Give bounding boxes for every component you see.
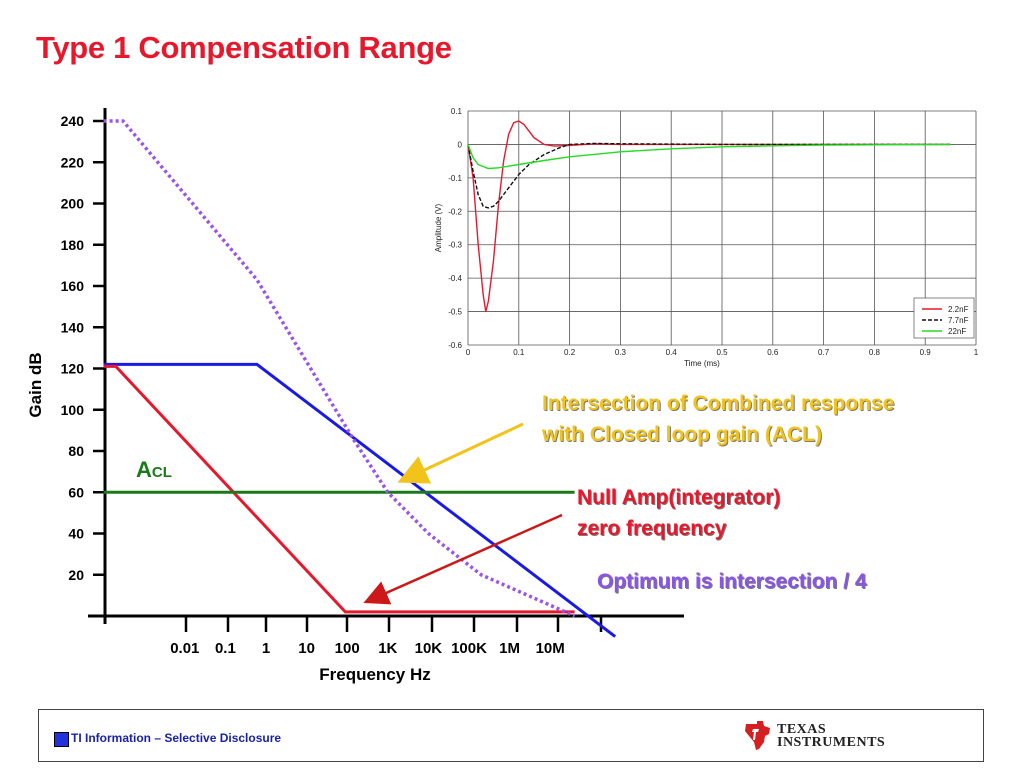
x-tick-label: 100K (451, 640, 487, 657)
slide-title: Type 1 Compensation Range (36, 30, 452, 65)
y-tick-label: 220 (61, 154, 85, 170)
intersection-arrow (397, 422, 524, 484)
main-axes: 20 40 60 80 100 120 140 160 180 200 220 240 (61, 108, 684, 632)
ti-logo-text: TEXAS INSTRUMENTS (777, 722, 886, 750)
y-tick-label: 120 (61, 361, 85, 377)
x-axis-title: Frequency Hz (319, 665, 430, 684)
footer: TI Information – Selective Disclosure TE… (38, 709, 984, 762)
y-tick-label: 40 (68, 526, 84, 542)
y-tick-label: 20 (68, 567, 84, 583)
main-arrows (363, 422, 563, 605)
y-tick-label: 200 (61, 196, 85, 212)
intersection-annotation-line1: Intersection of Combined response (542, 392, 895, 415)
main-labels: 0.01 0.1 1 10 100 1K 10K 100K 1M 10M Frequency Hz G… (26, 352, 565, 684)
ti-logo-line1: TEXAS (777, 722, 827, 737)
ti-logo-icon (745, 721, 770, 750)
ti-logo-line2: INSTRUMENTS (777, 735, 886, 750)
y-tick-label: 80 (68, 443, 84, 459)
x-tick-label: 0.1 (215, 640, 236, 657)
y-tick-label: 100 (61, 402, 85, 418)
main-series-line-0 (103, 362, 617, 638)
y-tick-label: 140 (61, 319, 85, 335)
optimum-annotation: Optimum is intersection / 4 (597, 570, 867, 593)
x-tick-label: 100 (335, 640, 360, 657)
intersection-annotation: Intersection of Combined response with C… (542, 388, 894, 450)
x-tick-label: 10K (415, 640, 443, 657)
main-series-line-1 (103, 364, 575, 614)
x-tick-label: 1K (378, 640, 397, 657)
y-tick-label: 240 (61, 113, 85, 129)
null-amp-annotation-line1: Null Amp(integrator) (577, 486, 781, 509)
y-tick-label: 180 (61, 237, 85, 253)
x-tick-label: 10 (298, 640, 315, 657)
x-tick-label: 0.01 (170, 640, 199, 657)
x-tick-label: 1 (262, 640, 270, 657)
main-series-line-3 (103, 119, 576, 618)
x-tick-label: 1M (499, 640, 520, 657)
x-tick-label: 10M (536, 640, 565, 657)
footer-square-icon (54, 732, 69, 747)
intersection-annotation-line2: with Closed loop gain (ACL) (542, 423, 822, 446)
y-tick-label: 160 (61, 278, 85, 294)
main-series (103, 119, 617, 638)
y-axis-title: Gain dB (26, 352, 45, 417)
y-tick-label: 60 (68, 484, 84, 500)
null-amp-arrow (363, 513, 563, 605)
null-amp-annotation: Null Amp(integrator) zero frequency (577, 482, 780, 544)
footer-text: TI Information – Selective Disclosure (71, 731, 282, 745)
acl-label: ACL (136, 457, 172, 482)
null-amp-annotation-line2: zero frequency (577, 517, 727, 540)
